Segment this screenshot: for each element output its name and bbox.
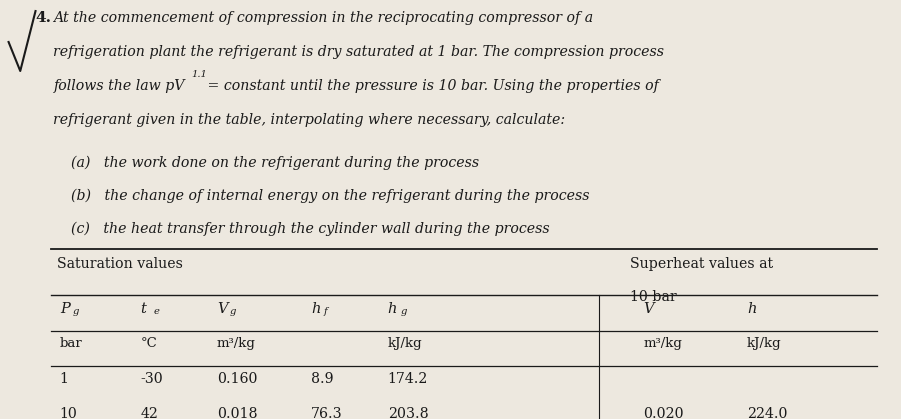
Text: h: h: [747, 302, 756, 316]
Text: 1: 1: [59, 372, 68, 386]
Text: (c)   the heat transfer through the cylinder wall during the process: (c) the heat transfer through the cylind…: [71, 222, 551, 236]
Text: g: g: [400, 307, 406, 316]
Text: -30: -30: [141, 372, 163, 386]
Text: 174.2: 174.2: [387, 372, 428, 386]
Text: m³/kg: m³/kg: [643, 337, 682, 350]
Text: h: h: [387, 302, 397, 316]
Text: Saturation values: Saturation values: [57, 256, 183, 271]
Text: kJ/kg: kJ/kg: [387, 337, 423, 350]
Text: refrigerant given in the table, interpolating where necessary, calculate:: refrigerant given in the table, interpol…: [53, 113, 566, 127]
Text: V: V: [217, 302, 228, 316]
Text: bar: bar: [59, 337, 83, 350]
Text: 0.020: 0.020: [643, 407, 684, 419]
Text: 1.1: 1.1: [191, 70, 207, 79]
Text: g: g: [72, 307, 78, 316]
Text: m³/kg: m³/kg: [217, 337, 256, 350]
Text: 203.8: 203.8: [387, 407, 428, 419]
Text: (a)   the work done on the refrigerant during the process: (a) the work done on the refrigerant dur…: [71, 155, 479, 170]
Text: refrigeration plant the refrigerant is dry saturated at 1 bar. The compression p: refrigeration plant the refrigerant is d…: [53, 45, 664, 59]
Text: P: P: [59, 302, 69, 316]
Text: 224.0: 224.0: [747, 407, 787, 419]
Text: °C: °C: [141, 337, 158, 350]
Text: 76.3: 76.3: [311, 407, 343, 419]
Text: e: e: [153, 307, 159, 316]
Text: 10 bar: 10 bar: [630, 290, 677, 303]
Text: 42: 42: [141, 407, 159, 419]
Text: 10: 10: [59, 407, 77, 419]
Text: = constant until the pressure is 10 bar. Using the properties of: = constant until the pressure is 10 bar.…: [203, 79, 659, 93]
Text: 4.: 4.: [35, 11, 51, 25]
Text: g: g: [230, 307, 236, 316]
Text: (b)   the change of internal energy on the refrigerant during the process: (b) the change of internal energy on the…: [71, 189, 590, 203]
Text: follows the law pV: follows the law pV: [53, 79, 185, 93]
Text: f: f: [323, 307, 328, 316]
Text: 0.018: 0.018: [217, 407, 258, 419]
Text: 8.9: 8.9: [311, 372, 334, 386]
Text: kJ/kg: kJ/kg: [747, 337, 781, 350]
Text: t: t: [141, 302, 147, 316]
Text: 0.160: 0.160: [217, 372, 258, 386]
Text: V: V: [643, 302, 654, 316]
Text: At the commencement of compression in the reciprocating compressor of a: At the commencement of compression in th…: [53, 11, 594, 25]
Text: Superheat values at: Superheat values at: [630, 256, 773, 271]
Text: h: h: [311, 302, 321, 316]
